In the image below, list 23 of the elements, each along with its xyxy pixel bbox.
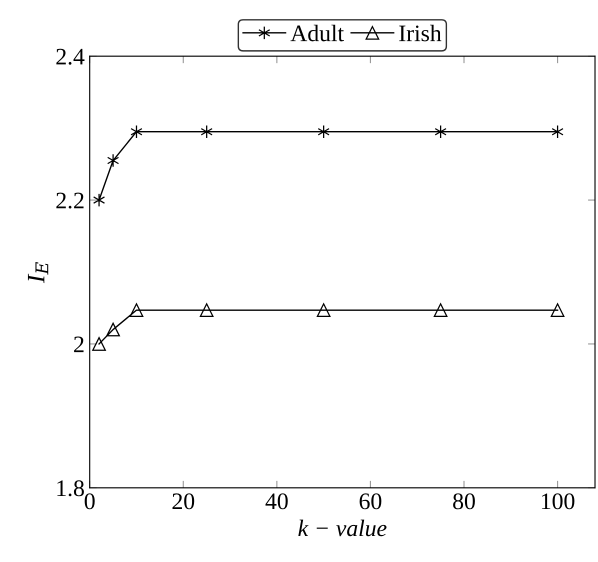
legend-label: Adult: [290, 24, 344, 42]
legend-label: Irish: [399, 24, 442, 42]
point: [92, 337, 106, 351]
y-tick-label: 2.4: [56, 48, 84, 65]
point: [200, 303, 214, 318]
x-axis-title: k − value: [298, 520, 386, 536]
x-tick-label: 60: [360, 493, 382, 510]
x-tick-label: 80: [453, 493, 475, 510]
x-tick-label: 40: [266, 493, 288, 510]
y-tick-label: 2.2: [56, 192, 84, 209]
point: [106, 322, 120, 336]
point: [130, 303, 144, 318]
point: [318, 124, 330, 139]
y-tick-label: 2: [74, 336, 84, 352]
y-axis-title: I$_{E}$: [28, 262, 48, 284]
x-tick-label: 20: [172, 493, 194, 510]
point: [200, 124, 213, 139]
y-tick-label: 1.8: [57, 480, 84, 496]
point: [434, 303, 448, 318]
point: [316, 303, 331, 318]
x-tick-label: 100: [542, 493, 574, 510]
point: [550, 303, 564, 318]
x-tick-label: 0: [84, 493, 95, 510]
